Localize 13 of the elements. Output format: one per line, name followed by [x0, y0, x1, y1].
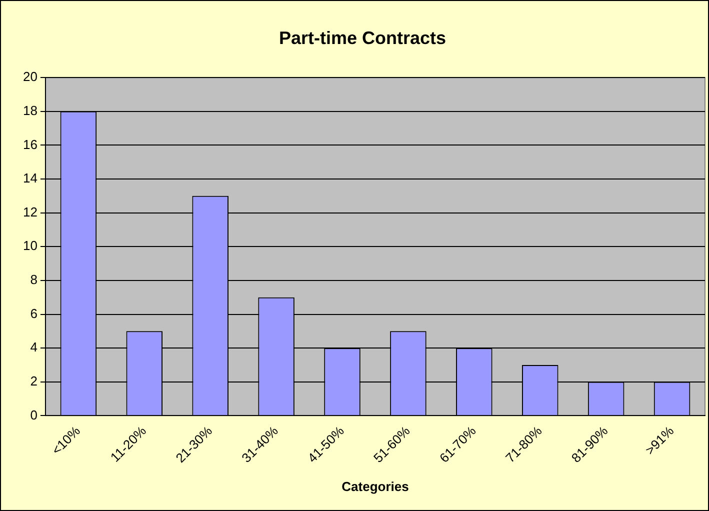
y-tick-label: 2 [30, 373, 38, 388]
y-tick-label: 16 [22, 136, 38, 152]
y-tick-label: 20 [22, 69, 38, 84]
y-tick-label: 14 [22, 170, 38, 186]
chart-title: Part-time Contracts [278, 28, 446, 48]
y-tick-label: 6 [30, 306, 38, 321]
y-tick-label: 0 [30, 407, 38, 422]
y-tick-label: 8 [30, 272, 38, 288]
y-tick-label: 4 [30, 340, 38, 355]
y-tick-label: 10 [22, 238, 38, 254]
x-axis-title: Categories [342, 478, 409, 494]
y-tick-label: 18 [22, 102, 38, 118]
y-tick-label: 12 [22, 204, 38, 220]
